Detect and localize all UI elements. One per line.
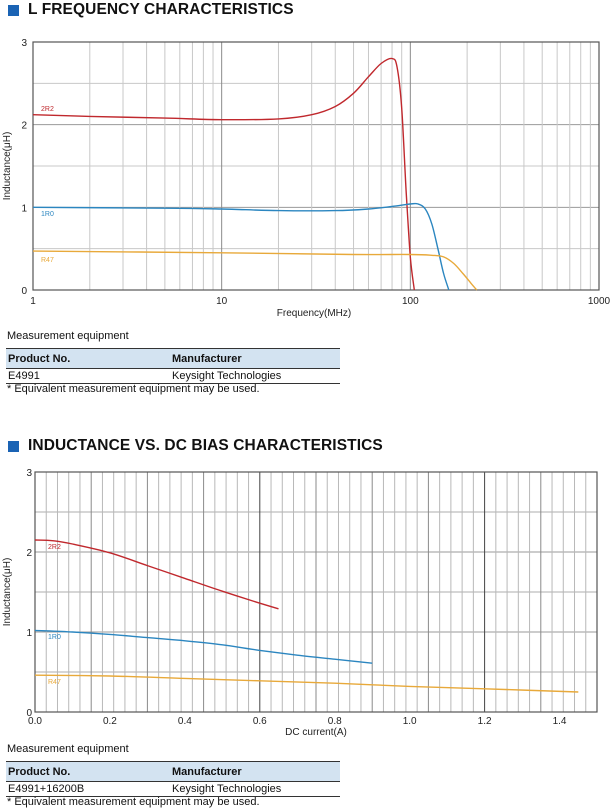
series-R47 [34, 674, 579, 693]
series-2R2 [32, 57, 415, 291]
section-title-l-frequency: L FREQUENCY CHARACTERISTICS [8, 1, 294, 19]
cell-product-no: E4991 [6, 368, 170, 384]
svg-text:3: 3 [26, 468, 32, 479]
header-product-no: Product No. [6, 761, 170, 782]
header-product-no: Product No. [6, 348, 170, 369]
series-label-1R0: 1R0 [41, 211, 54, 218]
dc-bias-chart: 0 1 2 3 0.0 0.2 0.4 0.6 0.8 1.0 1.2 1.4 DC current(A… [2, 468, 598, 738]
table-row: E4991+16200B Keysight Technologies [6, 781, 340, 797]
header-manufacturer: Manufacturer [170, 348, 340, 369]
y-axis-label: Inductance(μH) [2, 132, 13, 201]
series-label-R47: R47 [48, 679, 61, 686]
header-manufacturer: Manufacturer [170, 761, 340, 782]
section-title-text: L FREQUENCY CHARACTERISTICS [28, 1, 294, 18]
series-label-2R2: 2R2 [48, 544, 61, 551]
svg-text:1000: 1000 [588, 296, 611, 307]
series-label-2R2: 2R2 [41, 106, 54, 113]
series-label-1R0: 1R0 [48, 634, 61, 641]
svg-text:3: 3 [21, 38, 27, 49]
series-R47 [32, 250, 478, 291]
svg-text:1: 1 [21, 203, 27, 214]
cell-manufacturer: Keysight Technologies [170, 368, 340, 384]
svg-text:0.4: 0.4 [178, 716, 192, 727]
svg-text:0.6: 0.6 [253, 716, 267, 727]
grid [33, 42, 599, 290]
series-label-R47: R47 [41, 257, 54, 264]
svg-text:1.0: 1.0 [403, 716, 417, 727]
equipment-table: Product No. Manufacturer E4991 Keysight … [6, 348, 340, 384]
cell-manufacturer: Keysight Technologies [170, 781, 340, 797]
x-axis-label: Frequency(MHz) [277, 308, 351, 319]
svg-text:2: 2 [26, 548, 32, 559]
y-axis-label: Inductance(μH) [2, 558, 13, 627]
table-header-row: Product No. Manufacturer [6, 348, 340, 369]
series-2R2 [34, 539, 279, 610]
section-bullet-icon [8, 4, 19, 16]
svg-text:1.2: 1.2 [478, 716, 492, 727]
section-title-dc-bias: INDUCTANCE VS. DC BIAS CHARACTERISTICS [8, 437, 383, 455]
measurement-label: Measurement equipment [7, 743, 129, 755]
cell-product-no: E4991+16200B [6, 781, 170, 797]
svg-text:2: 2 [21, 121, 27, 132]
series-1R0 [32, 202, 450, 291]
section-bullet-icon [8, 440, 19, 452]
svg-text:1.4: 1.4 [553, 716, 567, 727]
grid [35, 472, 597, 712]
equipment-table: Product No. Manufacturer E4991+16200B Ke… [6, 761, 340, 797]
svg-text:0: 0 [21, 286, 27, 297]
svg-text:0.2: 0.2 [103, 716, 117, 727]
svg-text:1: 1 [30, 296, 36, 307]
table-header-row: Product No. Manufacturer [6, 761, 340, 782]
svg-text:0.0: 0.0 [28, 716, 42, 727]
x-axis-label: DC current(A) [285, 727, 347, 738]
svg-text:1: 1 [26, 628, 32, 639]
equipment-note: * Equivalent measurement equipment may b… [7, 796, 260, 808]
table-row: E4991 Keysight Technologies [6, 368, 340, 384]
svg-text:100: 100 [402, 296, 419, 307]
equipment-note: * Equivalent measurement equipment may b… [7, 383, 260, 395]
svg-text:10: 10 [216, 296, 228, 307]
svg-text:0: 0 [26, 708, 32, 719]
series-1R0 [34, 629, 373, 664]
svg-text:0.8: 0.8 [328, 716, 342, 727]
measurement-label: Measurement equipment [7, 330, 129, 342]
section-title-text: INDUCTANCE VS. DC BIAS CHARACTERISTICS [28, 437, 383, 454]
